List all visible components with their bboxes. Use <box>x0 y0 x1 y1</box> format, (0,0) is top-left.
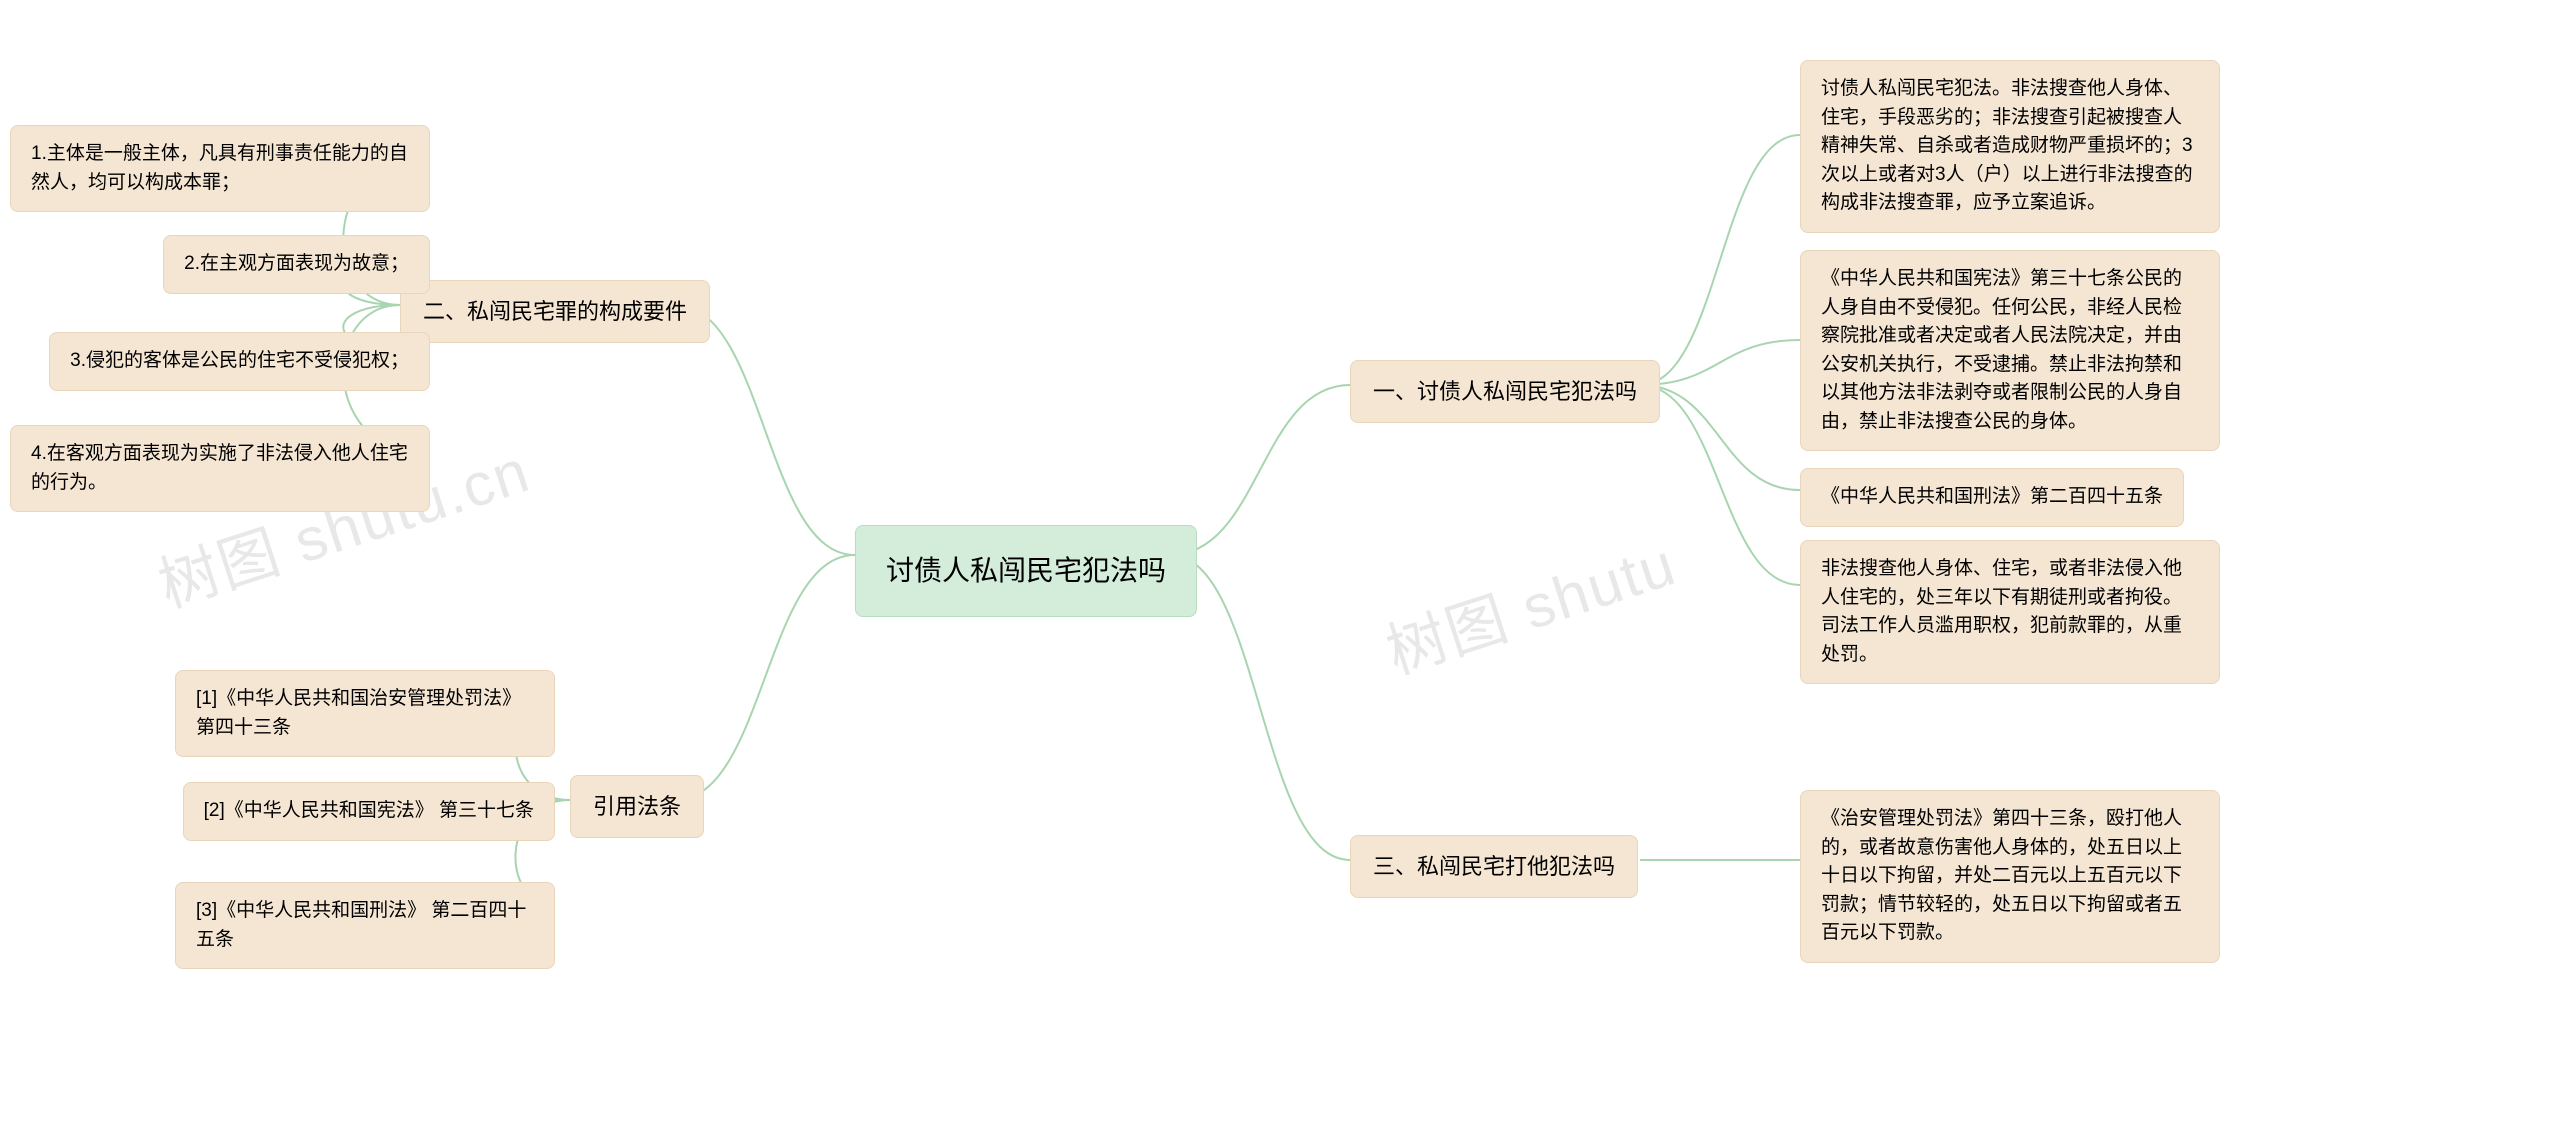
leaf-r1-1: 《中华人民共和国宪法》第三十七条公民的人身自由不受侵犯。任何公民，非经人民检察院… <box>1800 250 2220 451</box>
mindmap-root: 讨债人私闯民宅犯法吗 <box>855 525 1197 617</box>
leaf-r1-3: 非法搜查他人身体、住宅，或者非法侵入他人住宅的，处三年以下有期徒刑或者拘役。司法… <box>1800 540 2220 684</box>
leaf-lc-2: [3]《中华人民共和国刑法》 第二百四十五条 <box>175 882 555 969</box>
leaf-l2-3: 4.在客观方面表现为实施了非法侵入他人住宅的行为。 <box>10 425 430 512</box>
leaf-l2-0: 1.主体是一般主体，凡具有刑事责任能力的自然人，均可以构成本罪； <box>10 125 430 212</box>
branch-right-1: 一、讨债人私闯民宅犯法吗 <box>1350 360 1660 423</box>
leaf-r1-2: 《中华人民共和国刑法》第二百四十五条 <box>1800 468 2184 527</box>
leaf-lc-0: [1]《中华人民共和国治安管理处罚法》 第四十三条 <box>175 670 555 757</box>
branch-left-2: 二、私闯民宅罪的构成要件 <box>400 280 710 343</box>
leaf-lc-1: [2]《中华人民共和国宪法》 第三十七条 <box>183 782 555 841</box>
leaf-l2-2: 3.侵犯的客体是公民的住宅不受侵犯权； <box>49 332 430 391</box>
branch-left-cites: 引用法条 <box>570 775 704 838</box>
watermark-2: 树图 shutu <box>1374 516 1686 691</box>
leaf-r1-0: 讨债人私闯民宅犯法。非法搜查他人身体、住宅，手段恶劣的；非法搜查引起被搜查人精神… <box>1800 60 2220 233</box>
leaf-l2-1: 2.在主观方面表现为故意； <box>163 235 430 294</box>
leaf-r3-0: 《治安管理处罚法》第四十三条，殴打他人的，或者故意伤害他人身体的，处五日以上十日… <box>1800 790 2220 963</box>
branch-right-3: 三、私闯民宅打他犯法吗 <box>1350 835 1638 898</box>
